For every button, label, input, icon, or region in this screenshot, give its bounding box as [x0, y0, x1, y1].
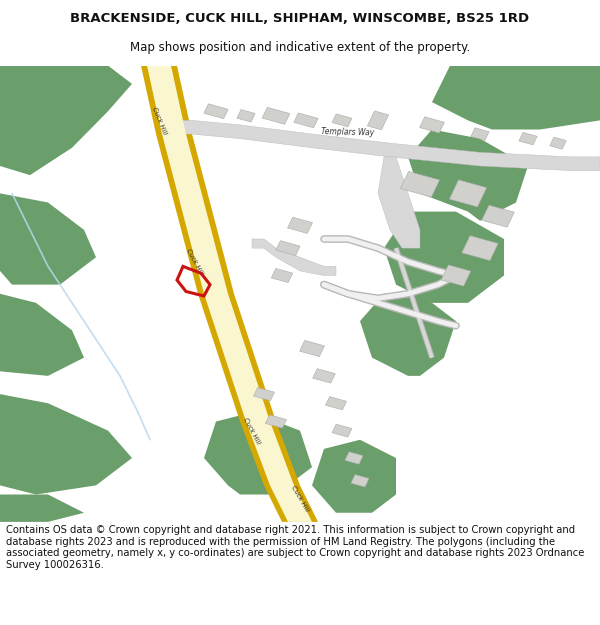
- Polygon shape: [252, 239, 336, 276]
- Polygon shape: [0, 394, 132, 494]
- Polygon shape: [262, 107, 290, 124]
- Text: BRACKENSIDE, CUCK HILL, SHIPHAM, WINSCOMBE, BS25 1RD: BRACKENSIDE, CUCK HILL, SHIPHAM, WINSCOM…: [70, 12, 530, 25]
- Polygon shape: [271, 269, 293, 282]
- Text: Map shows position and indicative extent of the property.: Map shows position and indicative extent…: [130, 41, 470, 54]
- Polygon shape: [147, 66, 312, 522]
- Polygon shape: [204, 104, 228, 119]
- Polygon shape: [351, 474, 369, 487]
- Polygon shape: [204, 412, 312, 494]
- Polygon shape: [0, 294, 84, 376]
- Text: Cuck Hill: Cuck Hill: [151, 106, 167, 135]
- Polygon shape: [0, 193, 96, 284]
- Polygon shape: [367, 111, 389, 130]
- Polygon shape: [482, 205, 514, 228]
- Polygon shape: [519, 132, 537, 145]
- Polygon shape: [441, 265, 471, 286]
- Polygon shape: [462, 236, 498, 261]
- Polygon shape: [325, 397, 347, 410]
- Polygon shape: [276, 241, 300, 256]
- Polygon shape: [378, 157, 420, 248]
- Polygon shape: [265, 415, 287, 428]
- Polygon shape: [360, 294, 456, 376]
- Polygon shape: [0, 66, 132, 175]
- Polygon shape: [299, 341, 325, 357]
- Polygon shape: [384, 212, 504, 303]
- Text: Templars Way: Templars Way: [322, 127, 374, 137]
- Polygon shape: [294, 113, 318, 128]
- Polygon shape: [449, 180, 487, 207]
- Polygon shape: [237, 109, 255, 122]
- Polygon shape: [332, 114, 352, 127]
- Polygon shape: [141, 66, 318, 522]
- Polygon shape: [432, 66, 600, 129]
- Polygon shape: [253, 388, 275, 401]
- Polygon shape: [313, 369, 335, 383]
- Polygon shape: [0, 494, 84, 522]
- Polygon shape: [345, 452, 363, 464]
- Text: Cuck Hill: Cuck Hill: [185, 248, 205, 276]
- Text: Contains OS data © Crown copyright and database right 2021. This information is : Contains OS data © Crown copyright and d…: [6, 525, 584, 570]
- Polygon shape: [332, 424, 352, 437]
- Text: Cuck Hill: Cuck Hill: [290, 485, 310, 513]
- Polygon shape: [408, 129, 528, 221]
- Polygon shape: [419, 117, 445, 133]
- Polygon shape: [550, 137, 566, 149]
- Polygon shape: [471, 128, 489, 140]
- Polygon shape: [287, 217, 313, 233]
- Polygon shape: [162, 121, 600, 171]
- Polygon shape: [400, 171, 440, 197]
- Text: Cuck Hill: Cuck Hill: [242, 416, 262, 445]
- Polygon shape: [312, 440, 396, 512]
